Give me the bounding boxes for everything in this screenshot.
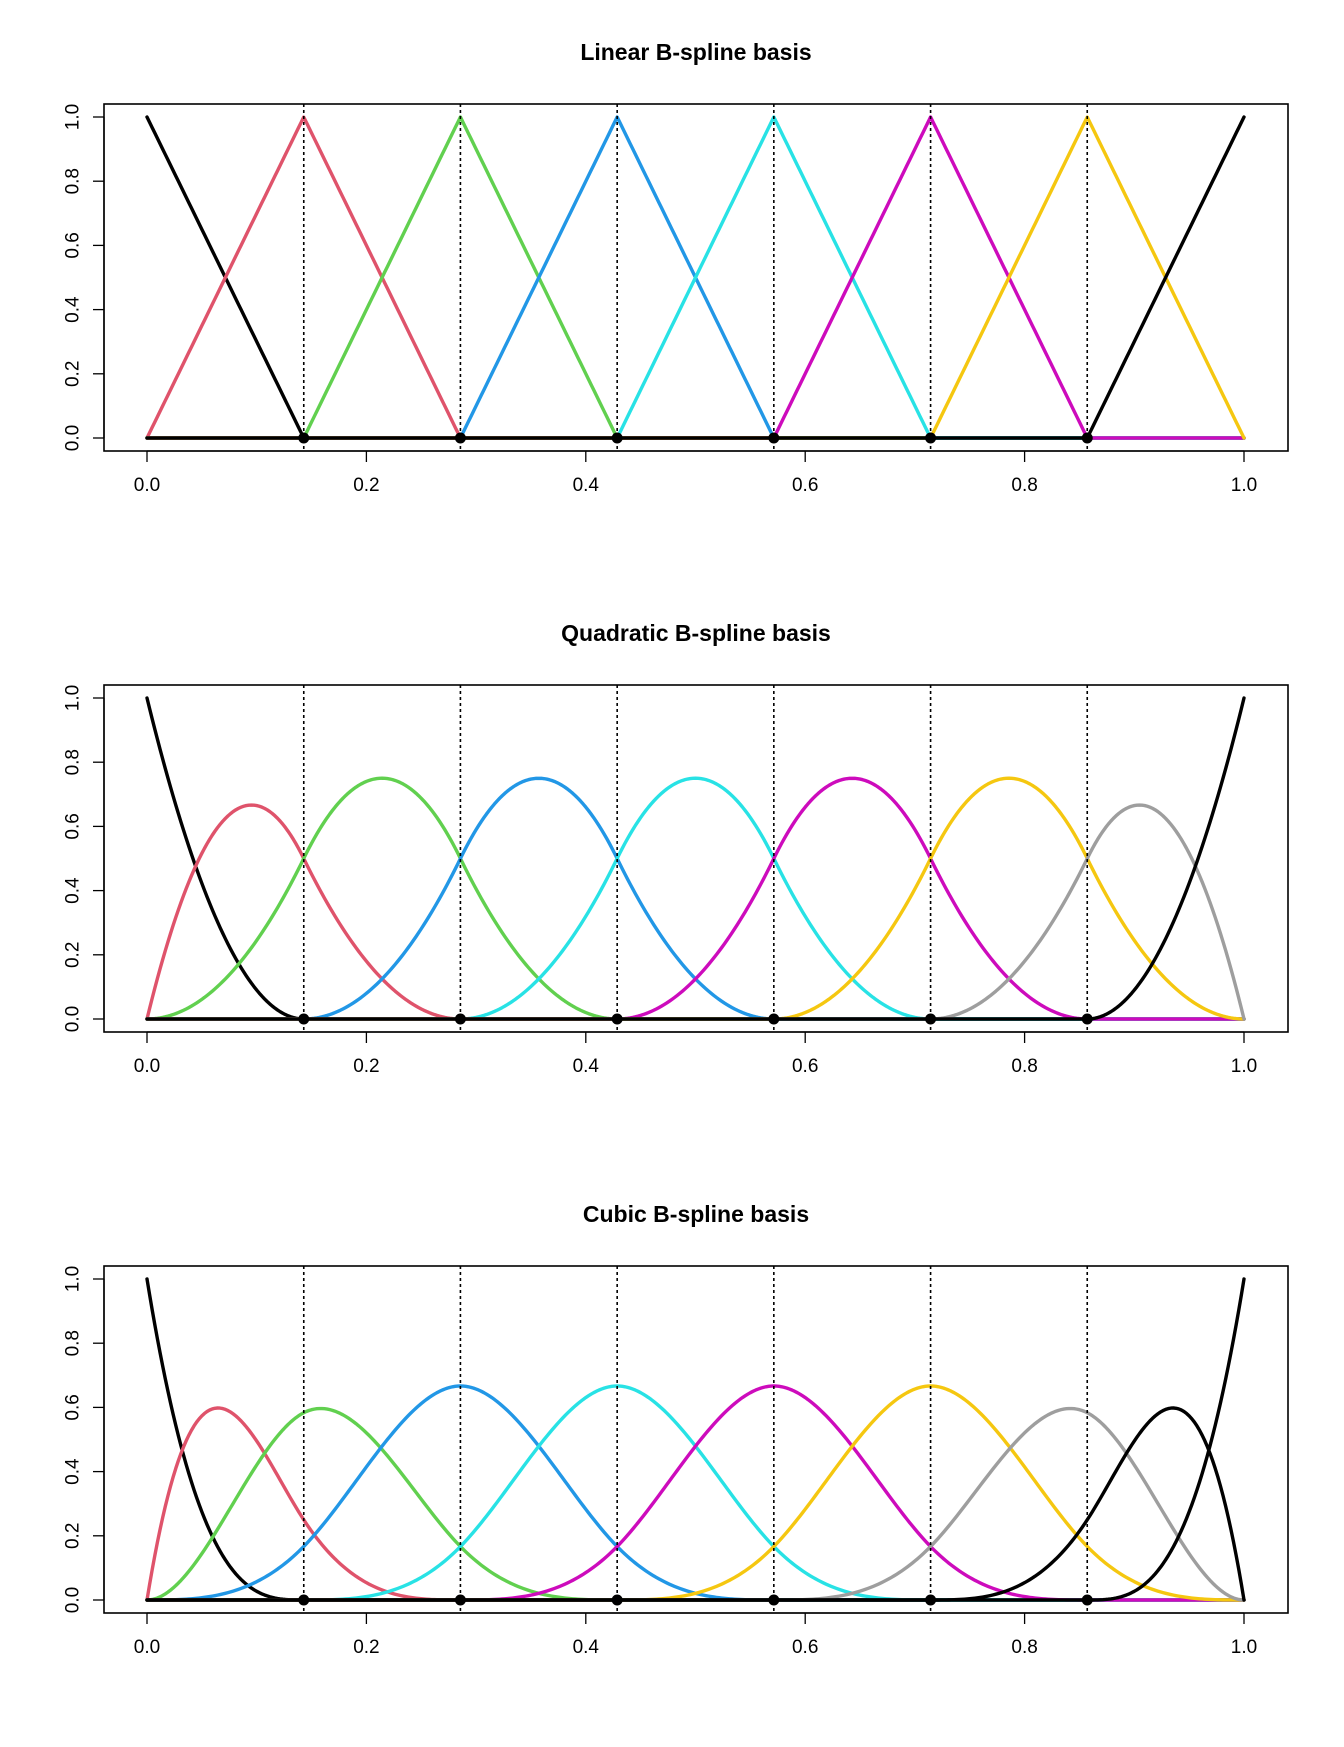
basis-curve-4 xyxy=(145,776,1246,1021)
x-tick-label: 0.2 xyxy=(353,1056,379,1077)
x-tick-label: 0.6 xyxy=(792,475,818,496)
knot-point-1 xyxy=(298,432,310,444)
y-tick-label: 0.2 xyxy=(63,942,84,968)
basis-curve-2 xyxy=(145,1406,1246,1602)
basis-curve-1 xyxy=(145,696,1246,1021)
basis-curve-8 xyxy=(145,1406,1246,1602)
quadratic-bspline-panel: Quadratic B-spline basis 0.0 0.2 0.4 0.6 0.8… xyxy=(63,620,1289,1077)
basis-curve-8 xyxy=(145,115,1246,440)
y-tick-label: 0.4 xyxy=(63,296,84,323)
y-tick-label: 0.8 xyxy=(63,1330,84,1356)
plot-frame xyxy=(103,1265,1289,1614)
knot-point-2 xyxy=(454,1013,466,1025)
basis-curve-7 xyxy=(145,1384,1246,1602)
knot-point-2 xyxy=(454,1594,466,1606)
basis-curve-7 xyxy=(145,776,1246,1021)
basis-curve-5 xyxy=(145,776,1246,1021)
y-tick-label: 0.8 xyxy=(63,168,84,194)
knot-point-3 xyxy=(611,1013,623,1025)
x-tick-label: 0.2 xyxy=(353,475,379,496)
knot-point-6 xyxy=(1081,1013,1093,1025)
basis-curve-5 xyxy=(145,115,1246,440)
x-tick-label: 0.4 xyxy=(573,1056,600,1077)
y-tick-label: 0.4 xyxy=(63,877,84,904)
basis-curve-5 xyxy=(145,1384,1246,1602)
y-tick-label: 1.0 xyxy=(63,1266,84,1292)
y-axis: 0.0 0.2 0.4 0.6 0.8 1.0 xyxy=(63,1266,105,1613)
basis-curve-3 xyxy=(145,1406,1246,1602)
x-tick-label: 0.0 xyxy=(134,1056,160,1077)
knot-point-3 xyxy=(611,432,623,444)
x-tick-label: 1.0 xyxy=(1231,1637,1257,1658)
knot-point-6 xyxy=(1081,432,1093,444)
y-tick-label: 1.0 xyxy=(63,685,84,711)
knot-point-4 xyxy=(768,1013,780,1025)
knot-group xyxy=(298,104,1093,451)
knot-point-4 xyxy=(768,1594,780,1606)
y-tick-label: 0.0 xyxy=(63,425,84,451)
x-axis: 0.0 0.2 0.4 0.6 0.8 1.0 xyxy=(134,1031,1257,1077)
series-group xyxy=(145,1277,1246,1602)
x-tick-label: 0.0 xyxy=(134,475,160,496)
x-tick-label: 0.0 xyxy=(134,1637,160,1658)
knot-point-5 xyxy=(925,1013,937,1025)
panel-title: Quadratic B-spline basis xyxy=(561,620,831,646)
basis-curve-6 xyxy=(145,776,1246,1021)
y-tick-label: 0.0 xyxy=(63,1006,84,1032)
x-tick-label: 0.4 xyxy=(573,475,600,496)
x-tick-label: 0.8 xyxy=(1011,1056,1037,1077)
basis-curve-8 xyxy=(145,803,1246,1021)
panel-title: Cubic B-spline basis xyxy=(583,1201,809,1227)
x-axis: 0.0 0.2 0.4 0.6 0.8 1.0 xyxy=(134,1612,1257,1658)
knot-point-3 xyxy=(611,1594,623,1606)
basis-curve-3 xyxy=(145,776,1246,1021)
basis-curve-9 xyxy=(145,1406,1246,1602)
y-tick-label: 0.2 xyxy=(63,361,84,387)
linear-bspline-panel: Linear B-spline basis 0.0 0.2 0.4 0.6 0.8 1.0… xyxy=(63,39,1289,496)
x-tick-label: 0.6 xyxy=(792,1637,818,1658)
y-tick-label: 0.0 xyxy=(63,1587,84,1613)
x-tick-label: 1.0 xyxy=(1231,1056,1257,1077)
y-tick-label: 0.8 xyxy=(63,749,84,775)
knot-point-2 xyxy=(454,432,466,444)
knot-point-1 xyxy=(298,1594,310,1606)
panel-title: Linear B-spline basis xyxy=(580,39,811,65)
basis-curve-1 xyxy=(145,1277,1246,1602)
x-tick-label: 0.6 xyxy=(792,1056,818,1077)
series-group xyxy=(145,696,1246,1021)
cubic-bspline-panel: Cubic B-spline basis 0.0 0.2 0.4 0.6 0.8 1.0 … xyxy=(63,1201,1289,1658)
y-tick-label: 0.2 xyxy=(63,1523,84,1549)
knot-point-5 xyxy=(925,432,937,444)
y-axis: 0.0 0.2 0.4 0.6 0.8 1.0 xyxy=(63,104,105,451)
x-tick-label: 0.4 xyxy=(573,1637,600,1658)
y-tick-label: 1.0 xyxy=(63,104,84,130)
knot-group xyxy=(298,685,1093,1032)
basis-curve-4 xyxy=(145,1384,1246,1602)
basis-curve-10 xyxy=(145,1277,1246,1602)
x-tick-label: 0.2 xyxy=(353,1637,379,1658)
x-tick-label: 0.8 xyxy=(1011,1637,1037,1658)
knot-point-1 xyxy=(298,1013,310,1025)
basis-curve-2 xyxy=(145,803,1246,1021)
series-group xyxy=(145,115,1246,440)
basis-curve-9 xyxy=(145,696,1246,1021)
x-tick-label: 0.8 xyxy=(1011,475,1037,496)
y-axis: 0.0 0.2 0.4 0.6 0.8 1.0 xyxy=(63,685,105,1032)
knot-group xyxy=(298,1266,1093,1613)
y-tick-label: 0.6 xyxy=(63,1394,84,1420)
x-axis: 0.0 0.2 0.4 0.6 0.8 1.0 xyxy=(134,450,1257,496)
knot-point-4 xyxy=(768,432,780,444)
basis-curve-6 xyxy=(145,1384,1246,1602)
y-tick-label: 0.6 xyxy=(63,232,84,258)
knot-point-5 xyxy=(925,1594,937,1606)
x-tick-label: 1.0 xyxy=(1231,475,1257,496)
knot-point-6 xyxy=(1081,1594,1093,1606)
y-tick-label: 0.4 xyxy=(63,1458,84,1485)
y-tick-label: 0.6 xyxy=(63,813,84,839)
